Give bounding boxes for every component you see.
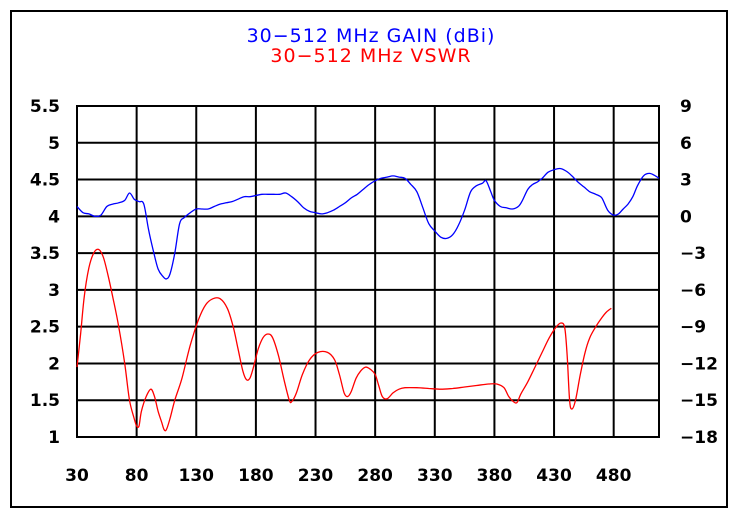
x-tick-label: 430 [536,466,572,486]
y-right-tick-label: 6 [680,134,692,154]
x-tick-label: 480 [596,466,632,486]
y-left-tick-label: 1 [48,428,60,448]
x-tick-label: 380 [477,466,513,486]
y-right-tick-label: 9 [680,97,692,117]
x-tick-label: 330 [417,466,453,486]
y-left-tick-label: 4 [48,207,60,227]
y-right-tick-label: 3 [680,171,692,191]
y-right-tick-label: −12 [680,354,718,374]
y-left-tick-label: 4.5 [30,171,60,191]
gain-series-line [76,167,660,280]
y-right-tick-label: −3 [680,244,706,264]
chart-title-vswr: 30−512 MHz VSWR [270,45,472,67]
y-right-tick-label: −9 [680,318,706,338]
plot-area-border [76,105,660,438]
x-tick-label: 80 [125,466,149,486]
y-left-tick-label: 2.5 [30,318,60,338]
y-left-tick-label: 1.5 [30,391,60,411]
y-right-tick-label: −18 [680,428,718,448]
x-tick-label: 30 [65,466,89,486]
x-tick-label: 180 [238,466,274,486]
x-tick-label: 230 [298,466,334,486]
vswr-series-line [76,248,612,432]
y-left-tick-label: 5 [48,134,60,154]
y-left-tick-label: 3.5 [30,244,60,264]
y-right-tick-label: −15 [680,391,718,411]
y-right-tick-label: 0 [680,207,692,227]
y-right-tick-label: −6 [680,281,706,301]
x-tick-label: 280 [357,466,393,486]
y-left-tick-label: 5.5 [30,97,60,117]
y-left-tick-label: 3 [48,281,60,301]
chart-title-gain: 30−512 MHz GAIN (dBi) [246,25,496,47]
chart-frame [10,10,728,508]
x-tick-label: 130 [179,466,215,486]
y-left-tick-label: 2 [48,354,60,374]
